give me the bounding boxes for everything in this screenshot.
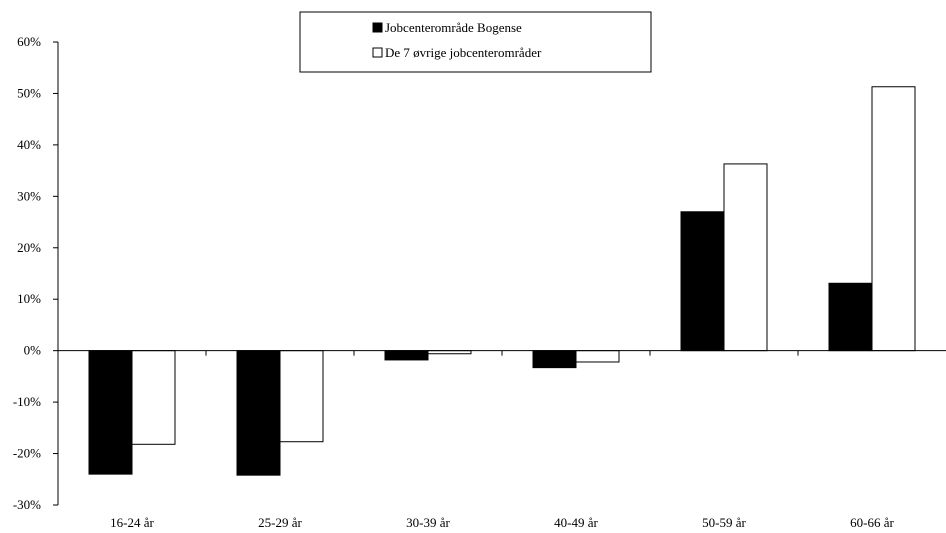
y-tick-label: -20% [13, 446, 41, 461]
bar-bogense-0 [88, 350, 133, 475]
legend-box [299, 11, 652, 73]
x-axis: 16-24 år 25-29 år 30-39 år 40-49 år 50-59 år… [58, 350, 946, 530]
bar-bogense-1 [236, 350, 281, 476]
x-tick-label: 25-29 år [258, 515, 302, 530]
x-tick-label: 40-49 år [554, 515, 598, 530]
bars [88, 86, 916, 476]
y-tick-label: 60% [17, 34, 41, 49]
x-tick-label: 30-39 år [406, 515, 450, 530]
legend-swatch [372, 22, 383, 33]
legend-label: De 7 øvrige jobcenterområder [385, 45, 542, 60]
y-tick-label: 20% [17, 240, 41, 255]
bar-oevrige-4 [723, 163, 768, 352]
bar-bogense-3 [532, 350, 577, 369]
x-tick-label: 50-59 år [702, 515, 746, 530]
y-tick-label: 10% [17, 291, 41, 306]
bar-oevrige-1 [279, 350, 324, 443]
legend-label: Jobcenterområde Bogense [385, 20, 522, 35]
bar-oevrige-5 [871, 86, 916, 352]
y-tick-label: -10% [13, 394, 41, 409]
legend-swatch [372, 47, 383, 58]
y-tick-label: 0% [24, 343, 42, 358]
bar-bogense-4 [680, 211, 725, 352]
x-tick-label: 16-24 år [110, 515, 154, 530]
bar-oevrige-0 [131, 350, 176, 445]
legend: Jobcenterområde Bogense De 7 øvrige jobce… [299, 11, 652, 73]
y-axis: 60% 50% 40% 30% 20% 10% 0% -10% -20% -30% [13, 34, 59, 512]
y-tick-label: 50% [17, 85, 41, 100]
bar-oevrige-3 [575, 350, 620, 363]
bar-bogense-5 [828, 282, 873, 352]
y-tick-label: 40% [17, 137, 41, 152]
y-tick-label: 30% [17, 188, 41, 203]
x-tick-label: 60-66 år [850, 515, 894, 530]
bar-bogense-2 [384, 350, 429, 361]
y-tick-label: -30% [13, 497, 41, 512]
